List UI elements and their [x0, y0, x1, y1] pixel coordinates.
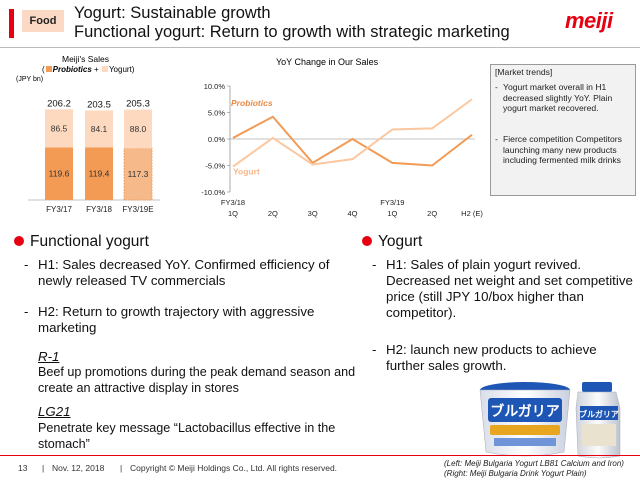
bar-value-label: 117.3: [128, 169, 149, 179]
x-tick-label: 3Q: [308, 209, 318, 218]
legend-probiotics: Probiotics: [52, 65, 92, 74]
y-tick-label: 10.0%: [204, 82, 226, 91]
svg-text:ブルガリア: ブルガリア: [579, 409, 619, 419]
bar-total-label: 205.3: [126, 99, 150, 110]
y-tick-label: 0.0%: [208, 135, 225, 144]
y-tick-label: -10.0%: [201, 188, 225, 197]
bar-segment-probiotics: [123, 147, 153, 201]
bar-value-label: 88.0: [130, 124, 147, 134]
series-label-yogurt: Yogurt: [233, 167, 260, 177]
page-subtitle: Functional yogurt: Return to growth with…: [74, 23, 510, 41]
footer-separator: |: [120, 463, 123, 473]
lg21-label: LG21: [38, 404, 71, 419]
x-tick-label: 2Q: [427, 209, 437, 218]
market-trends-title: [Market trends]: [495, 67, 553, 77]
bar-segment-yogurt: [124, 109, 152, 149]
bar-segment-probiotics: [45, 147, 73, 200]
x-year-label: FY3/19: [380, 198, 404, 207]
bar-total-label: 203.5: [87, 99, 111, 110]
series-line-probiotics: [232, 115, 473, 167]
bar-value-label: 86.5: [51, 123, 68, 133]
bar-segment-probiotics: [85, 147, 113, 200]
bar-value-label: 119.6: [49, 169, 70, 179]
x-tick-label: H2 (E): [461, 209, 483, 218]
x-year-label: FY3/18: [221, 198, 245, 207]
footer-copyright: Copyright © Meiji Holdings Co., Ltd. All…: [130, 463, 338, 473]
product-photo: ブルガリア ブルガリア: [479, 382, 621, 459]
meiji-logo: meiji: [565, 8, 613, 33]
bar-category-label: FY3/19E: [122, 205, 153, 214]
yoy-line-chart: 10.0% 5.0% 0.0% -5.0% -10.0%FY3/18 1Q 2Q 3Q 4Q FY…: [201, 82, 483, 218]
bullet-icon: [14, 235, 24, 246]
bar-category-label: FY3/18: [86, 205, 112, 214]
footer-separator: |: [42, 463, 45, 473]
bullet-icon: [362, 235, 372, 246]
functional-item-h1: - H1: Sales decreased YoY. Confirmed effi…: [24, 257, 330, 288]
sales-chart-title: Meiji's Sales: [62, 54, 109, 64]
sales-chart-legend: (Probiotics + Yogurt): [42, 65, 135, 74]
bar-segment-yogurt: [45, 109, 73, 148]
legend-yogurt: Yogurt: [108, 65, 132, 74]
bar-total-label: 206.2: [47, 98, 71, 109]
footer-divider: [0, 455, 640, 456]
x-tick-label: 1Q: [228, 209, 238, 218]
yogurt-item-h2: - H2: launch new products to achieve furt…: [372, 342, 597, 373]
functional-heading: Functional yogurt: [14, 233, 149, 251]
market-trend-item: - Fierce competition Competitors launchin…: [495, 134, 622, 165]
yoy-chart-title: YoY Change in Our Sales: [276, 57, 379, 67]
accent-stripe: [9, 9, 14, 38]
y-tick-label: -5.0%: [205, 162, 225, 171]
x-tick-label: 4Q: [347, 209, 357, 218]
bar-value-label: 84.1: [91, 124, 108, 134]
lg21-text: Penetrate key message “Lactobacillus eff…: [38, 421, 336, 451]
page-number: 13: [18, 463, 28, 473]
yogurt-heading: Yogurt: [362, 233, 422, 251]
page-title: Yogurt: Sustainable growth: [74, 4, 271, 22]
bar-category-label: FY3/17: [46, 205, 72, 214]
yogurt-item-h1: - H1: Sales of plain yogurt revived. Decr…: [372, 257, 633, 320]
product-caption-right: (Right: Meiji Bulgaria Drink Yogurt Plai…: [444, 469, 587, 478]
bar-segment-yogurt: [85, 110, 113, 148]
footer-date: Nov. 12, 2018: [52, 463, 105, 473]
x-tick-label: 1Q: [387, 209, 397, 218]
market-trend-item: - Yogurt market overall in H1 decreased s…: [495, 82, 613, 113]
svg-text:ブルガリア: ブルガリア: [490, 403, 560, 420]
series-label-probiotics: Probiotics: [231, 98, 273, 108]
functional-item-h2: - H2: Return to growth trajectory with ag…: [24, 304, 315, 335]
r1-text: Beef up promotions during the peak deman…: [38, 365, 356, 395]
x-tick-label: 2Q: [268, 209, 278, 218]
market-trends-box: [Market trends] - Yogurt market overall i…: [490, 64, 636, 196]
category-badge: Food: [22, 10, 64, 32]
product-caption-left: (Left: Meiji Bulgaria Yogurt LB81 Calciu…: [444, 459, 624, 468]
r1-label: R-1: [38, 349, 60, 364]
y-tick-label: 5.0%: [208, 109, 225, 118]
sales-bar-chart: 119.6 86.5 206.2 FY3/17 119.4 84.1 203.5 FY3/18…: [28, 98, 160, 214]
header-divider: [0, 47, 640, 48]
sales-chart-unit: (JPY bn): [16, 76, 44, 83]
bar-value-label: 119.4: [89, 169, 110, 179]
series-line-yogurt: [232, 98, 473, 168]
